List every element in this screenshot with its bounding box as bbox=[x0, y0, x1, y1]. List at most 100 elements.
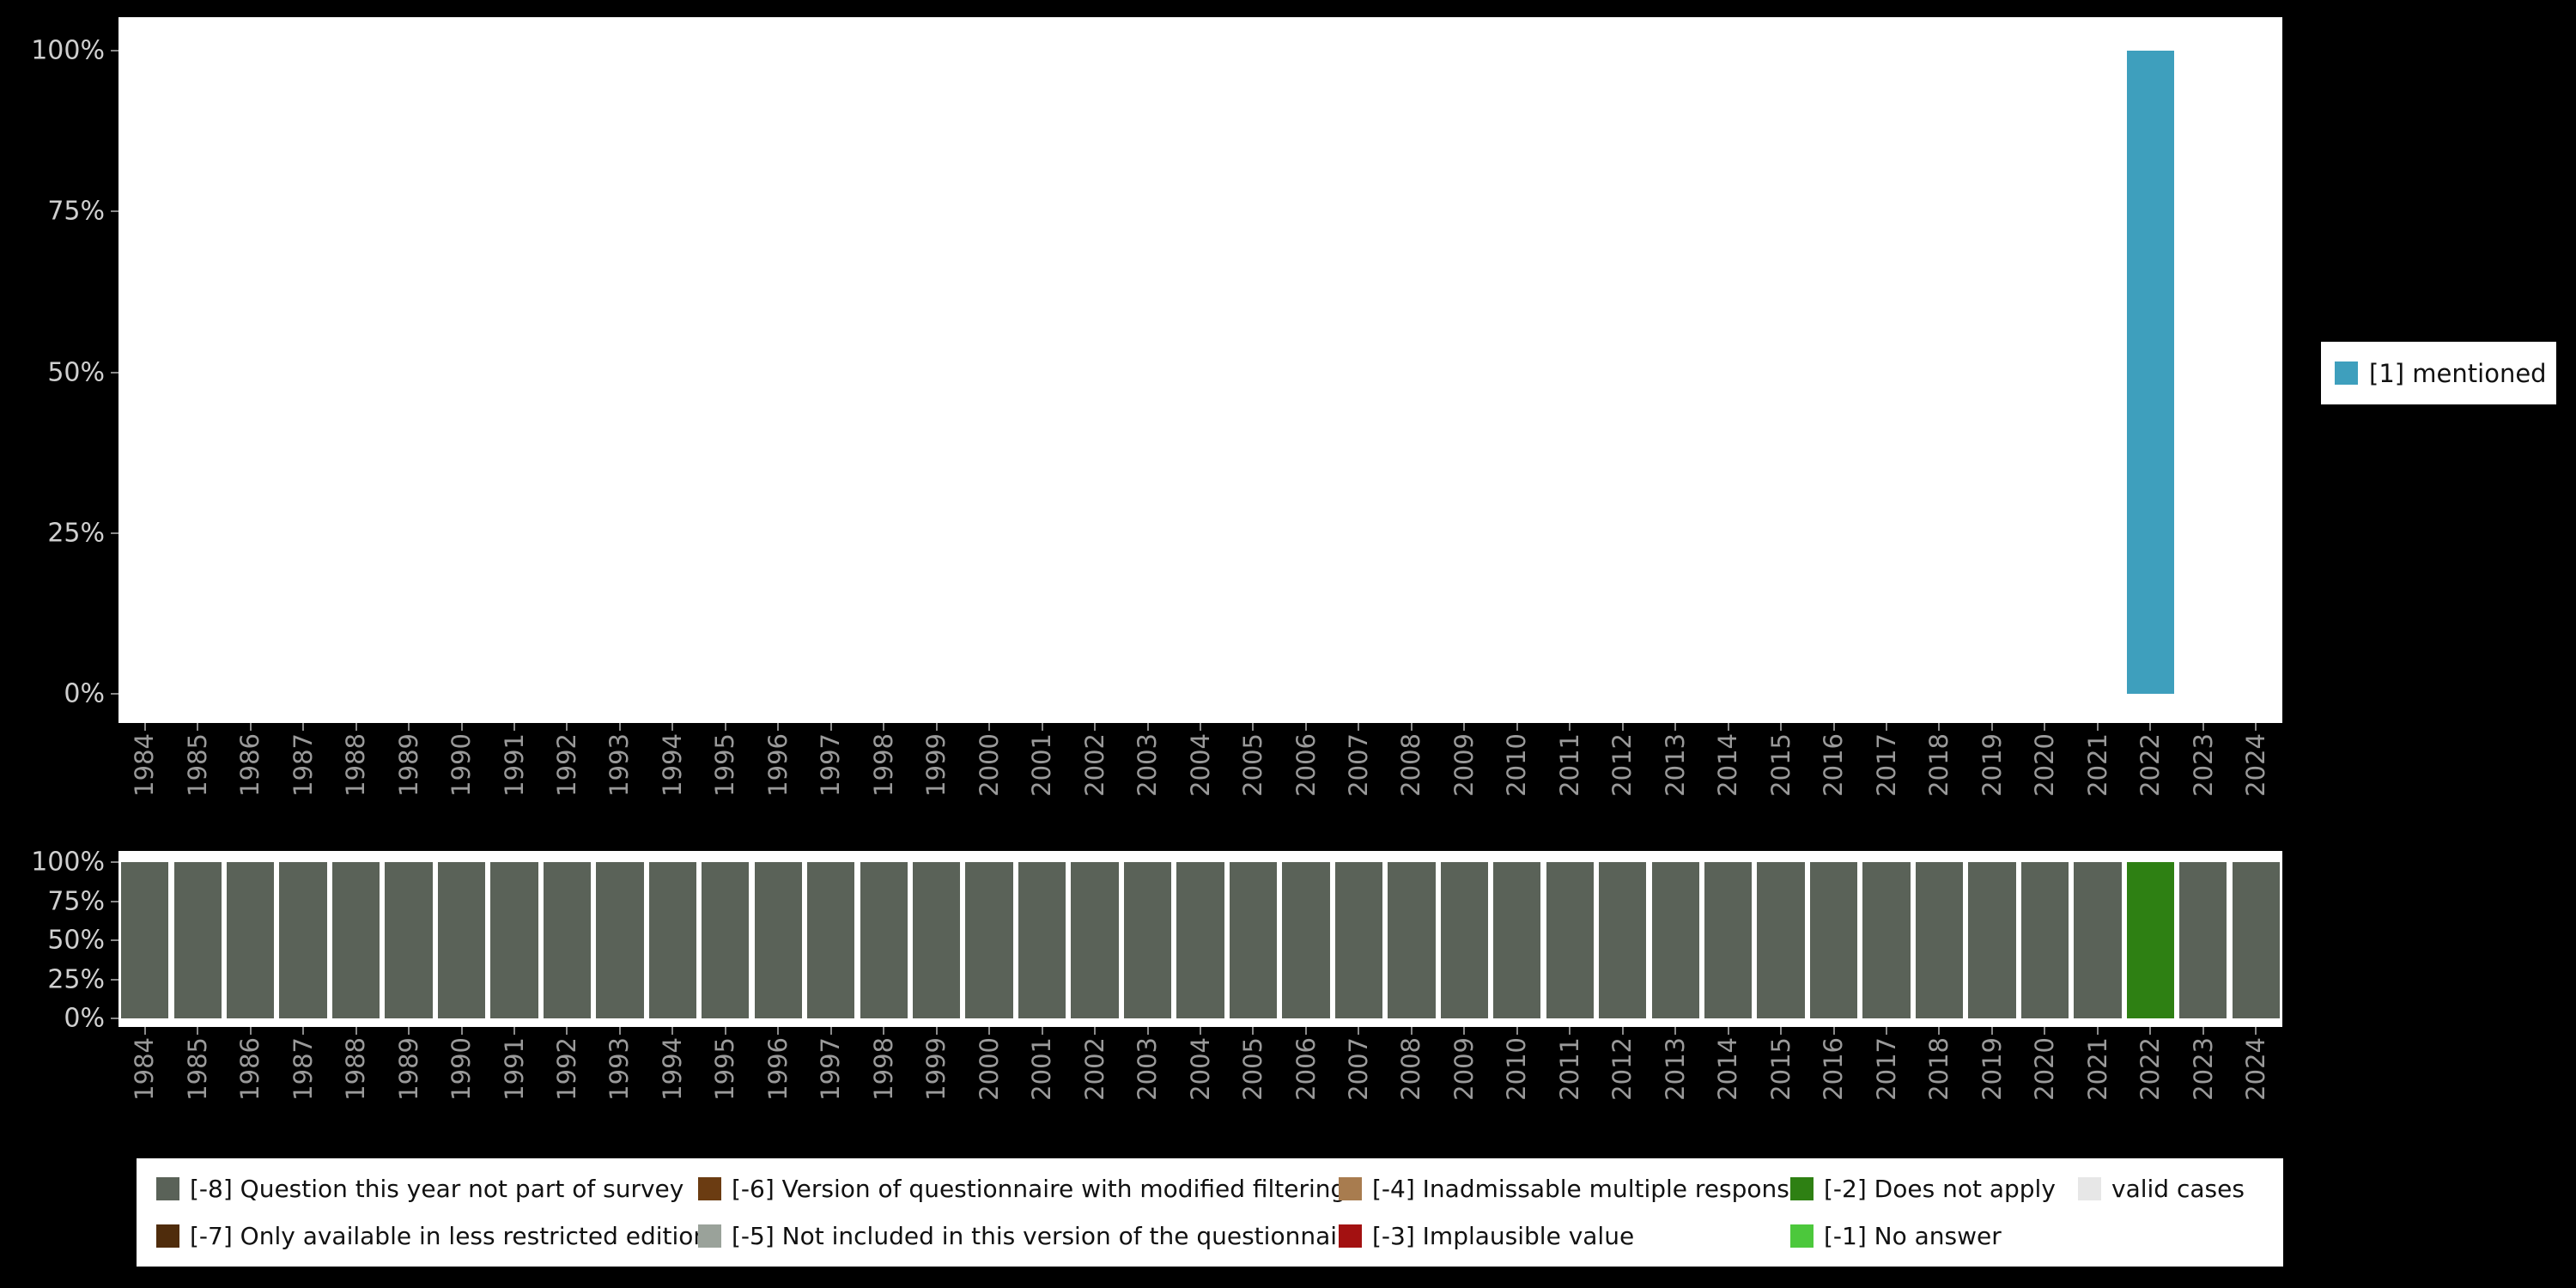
x-axis-slot: 2020 bbox=[2019, 1036, 2071, 1139]
axis-tick bbox=[2255, 723, 2257, 731]
bar-2003 bbox=[1123, 862, 1172, 1018]
legend-label: [-5] Not included in this version of the… bbox=[732, 1222, 1362, 1250]
x-axis-year-label: 1997 bbox=[816, 733, 846, 797]
axis-tick bbox=[935, 723, 938, 731]
axis-tick bbox=[1886, 723, 1888, 731]
axis-tick bbox=[111, 693, 118, 695]
x-axis-slot: 1986 bbox=[224, 732, 276, 835]
bar-2023 bbox=[2179, 862, 2227, 1018]
x-axis-slot: 2012 bbox=[1596, 732, 1649, 835]
x-axis-slot: 2000 bbox=[963, 1036, 1016, 1139]
x-axis-year-label: 2000 bbox=[974, 733, 1004, 797]
x-axis-slot: 1989 bbox=[382, 1036, 434, 1139]
axis-tick bbox=[302, 723, 305, 731]
y-tick-label: 100% bbox=[31, 847, 105, 878]
x-axis-slot: 1992 bbox=[541, 1036, 593, 1139]
x-axis-year-label: 2018 bbox=[1924, 1037, 1954, 1101]
x-axis-slot: 2004 bbox=[1174, 732, 1226, 835]
axis-tick bbox=[355, 723, 357, 731]
axis-tick bbox=[1674, 723, 1677, 731]
axis-tick bbox=[1938, 723, 1941, 731]
x-axis-slot: 2010 bbox=[1491, 1036, 1543, 1139]
axis-tick bbox=[1410, 1027, 1413, 1035]
y-tick-label: 50% bbox=[47, 925, 105, 956]
x-axis-year-label: 1988 bbox=[341, 1037, 371, 1101]
axis-tick bbox=[883, 723, 885, 731]
x-axis-slot: 2004 bbox=[1174, 1036, 1226, 1139]
x-axis-year-label: 2009 bbox=[1449, 733, 1479, 797]
axis-tick bbox=[1200, 1027, 1201, 1035]
x-axis-slot: 2019 bbox=[1965, 1036, 2018, 1139]
bar-1989 bbox=[385, 862, 433, 1018]
axis-tick bbox=[1146, 1027, 1149, 1035]
legend-item: valid cases bbox=[2078, 1175, 2283, 1203]
x-axis-slot: 2022 bbox=[2124, 732, 2177, 835]
x-axis-year-label: 2001 bbox=[1027, 1037, 1057, 1101]
x-axis-slot: 1997 bbox=[805, 732, 857, 835]
bar-2002 bbox=[1071, 862, 1119, 1018]
legend-label: [-1] No answer bbox=[1824, 1222, 2002, 1250]
x-axis-slot: 2013 bbox=[1649, 732, 1702, 835]
axis-tick bbox=[111, 50, 118, 52]
axis-tick bbox=[111, 371, 118, 374]
axis-tick bbox=[1990, 1027, 1993, 1035]
axis-tick bbox=[935, 1027, 938, 1035]
axis-tick bbox=[1780, 723, 1783, 731]
x-axis-slot: 2001 bbox=[1016, 1036, 1068, 1139]
x-axis-year-label: 2017 bbox=[1871, 733, 1901, 797]
axis-tick bbox=[1358, 723, 1360, 731]
x-axis-slot: 2015 bbox=[1755, 1036, 1807, 1139]
bar-1987 bbox=[279, 862, 327, 1018]
legend-label: [-6] Version of questionnaire with modif… bbox=[732, 1175, 1346, 1203]
x-axis-slot: 2022 bbox=[2124, 1036, 2177, 1139]
axis-tick bbox=[1358, 1027, 1360, 1035]
axis-tick bbox=[1516, 1027, 1518, 1035]
x-axis-slot: 2015 bbox=[1755, 732, 1807, 835]
bar-2015 bbox=[1757, 862, 1805, 1018]
legend-swatch-icon bbox=[698, 1224, 721, 1248]
bar-2014 bbox=[1704, 862, 1753, 1018]
x-axis-year-label: 2012 bbox=[1607, 733, 1637, 797]
bar-1996 bbox=[754, 862, 802, 1018]
axis-tick bbox=[829, 723, 832, 731]
axis-tick bbox=[1200, 723, 1201, 731]
x-axis-slot: 2014 bbox=[1702, 732, 1754, 835]
x-axis-slot: 2006 bbox=[1279, 732, 1332, 835]
axis-tick bbox=[2149, 723, 2152, 731]
bar-2019 bbox=[1968, 862, 2016, 1018]
x-axis-year-label: 2003 bbox=[1133, 1037, 1163, 1101]
axis-tick bbox=[1146, 723, 1149, 731]
axis-tick bbox=[2096, 1027, 2099, 1035]
x-axis-year-label: 1993 bbox=[605, 733, 635, 797]
x-axis-slot: 1989 bbox=[382, 732, 434, 835]
x-axis-slot: 1994 bbox=[647, 732, 699, 835]
x-axis-slot: 2023 bbox=[2177, 732, 2229, 835]
x-axis-year-label: 2006 bbox=[1291, 733, 1321, 797]
x-axis-year-label: 2006 bbox=[1291, 1037, 1321, 1101]
axis-tick bbox=[1516, 723, 1518, 731]
legend-item: [-2] Does not apply bbox=[1790, 1175, 2078, 1203]
legend-item: [-4] Inadmissable multiple response bbox=[1339, 1175, 1804, 1203]
bar-2010 bbox=[1493, 862, 1541, 1018]
x-axis-slot: 1993 bbox=[593, 732, 646, 835]
bar-2011 bbox=[1546, 862, 1594, 1018]
x-axis-year-label: 2007 bbox=[1344, 1037, 1374, 1101]
x-axis-slot: 1990 bbox=[435, 1036, 488, 1139]
x-axis-slot: 2014 bbox=[1702, 1036, 1754, 1139]
x-axis-year-label: 2004 bbox=[1185, 1037, 1215, 1101]
x-axis-year-label: 1999 bbox=[921, 1037, 951, 1101]
x-axis-year-label: 2002 bbox=[1079, 1037, 1109, 1101]
x-axis-year-label: 2000 bbox=[974, 1037, 1004, 1101]
x-axis-slot: 2023 bbox=[2177, 1036, 2229, 1139]
x-axis-slot: 2003 bbox=[1121, 1036, 1174, 1139]
bar-1995 bbox=[702, 862, 750, 1018]
axis-tick bbox=[1094, 723, 1097, 731]
axis-tick bbox=[408, 723, 410, 731]
axis-tick bbox=[988, 723, 991, 731]
legend-item: [-8] Question this year not part of surv… bbox=[156, 1175, 698, 1203]
y-tick-label: 75% bbox=[47, 886, 105, 916]
y-tick-label: 25% bbox=[47, 518, 105, 549]
axis-tick bbox=[1780, 1027, 1783, 1035]
x-axis-slot: 1991 bbox=[488, 732, 540, 835]
x-axis-slot: 2007 bbox=[1333, 1036, 1385, 1139]
